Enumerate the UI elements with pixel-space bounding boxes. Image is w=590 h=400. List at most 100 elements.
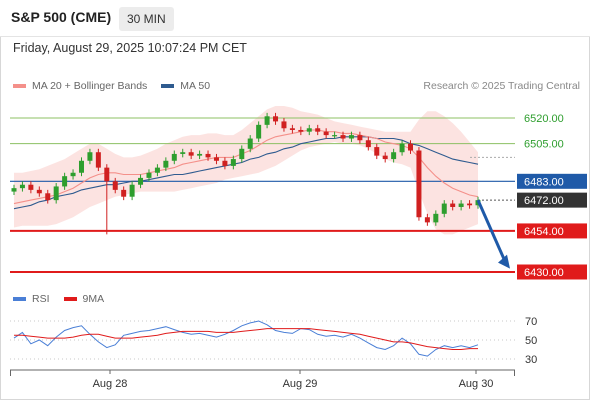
candle-body: [298, 129, 304, 132]
candle-body: [247, 138, 253, 149]
candle-body: [180, 152, 186, 154]
candle-body: [450, 203, 456, 207]
forecast-arrow-head-icon: [498, 254, 510, 269]
candle-body: [163, 160, 169, 168]
support-tag-bg: [517, 223, 587, 239]
candle-body: [239, 148, 245, 160]
candle-body: [458, 203, 464, 207]
support-tag-bg: [517, 264, 587, 280]
rsi-line: [13, 320, 479, 357]
candle-body: [399, 143, 405, 153]
candle-body: [340, 135, 346, 139]
candle-body: [424, 217, 430, 223]
forecast-arrow-shaft: [476, 199, 508, 265]
candle-body: [467, 203, 473, 206]
candle-body: [433, 213, 439, 223]
candle-body: [11, 188, 17, 192]
candle-body: [391, 152, 397, 160]
rsi-panel: 70 50 30: [10, 316, 537, 366]
9ma-swatch-icon: [63, 297, 77, 301]
candle-body: [95, 152, 101, 168]
ma50-line: [13, 136, 479, 210]
legend-item-ma50: MA 50: [161, 80, 210, 92]
resistance-label: 6505.00: [524, 139, 564, 151]
research-credit: Research © 2025 Trading Central: [423, 80, 580, 92]
rsi-tick-30: 30: [525, 354, 537, 366]
candle-body: [264, 116, 270, 125]
resistance-label: 6520.00: [524, 113, 564, 125]
ma50-swatch-icon: [161, 84, 175, 88]
candle-body: [365, 140, 371, 148]
candle-body: [78, 160, 84, 173]
main-legend: MA 20 + Bollinger Bands MA 50: [13, 80, 224, 92]
candle-body: [273, 116, 279, 122]
header-bar: S&P 500 (CME) 30 MIN: [0, 0, 590, 37]
last-price-tag-bg: [517, 192, 587, 208]
x-tick-label: Aug 28: [93, 378, 128, 390]
forecast-arrow: [476, 199, 510, 269]
candle-body: [112, 181, 118, 190]
candle-body: [374, 147, 380, 156]
legend-label-9ma: 9MA: [82, 293, 105, 305]
legend-label-rsi: RSI: [32, 293, 50, 305]
candle-body: [129, 184, 135, 197]
candle-body: [441, 203, 447, 214]
legend-label-ma20: MA 20 + Bollinger Bands: [32, 80, 148, 92]
candle-body: [382, 155, 388, 160]
candle-body: [70, 172, 76, 177]
instrument-title: S&P 500 (CME): [11, 9, 112, 25]
pivot-tag-bg: [517, 173, 587, 189]
candle-body: [256, 124, 262, 139]
candle-body: [348, 135, 354, 139]
pivot-tag: 6483.00: [524, 176, 564, 188]
candle-body: [289, 128, 295, 130]
candle-body: [121, 189, 127, 197]
candle-body: [36, 189, 42, 194]
candle-body: [19, 184, 25, 189]
candle-body: [197, 153, 203, 156]
candle-body: [28, 184, 34, 190]
rsi-swatch-icon: [13, 297, 26, 301]
candle-body: [53, 186, 59, 201]
candle-body: [416, 150, 422, 218]
candle-body: [154, 167, 160, 173]
candle-body: [45, 193, 51, 201]
x-axis: Aug 28 Aug 29 Aug 30: [10, 369, 515, 390]
ma20-swatch-icon: [13, 84, 26, 88]
candle-body: [323, 131, 329, 136]
legend-label-ma50: MA 50: [180, 80, 211, 92]
candle-body: [205, 153, 211, 158]
candles: [11, 112, 481, 235]
support-tag: 6454.00: [524, 226, 564, 238]
legend-item-9ma: 9MA: [63, 293, 105, 305]
candle-body: [408, 143, 414, 151]
rsi-ma9-line: [14, 328, 478, 350]
candle-body: [171, 153, 177, 161]
candle-body: [213, 157, 219, 161]
candle-body: [87, 152, 93, 161]
candle-body: [230, 159, 236, 166]
candle-body: [138, 177, 144, 185]
candle-body: [332, 135, 338, 137]
timeframe-selector[interactable]: 30 MIN: [119, 7, 174, 31]
last-price-tag: 6472.00: [524, 195, 564, 207]
legend-item-rsi: RSI: [13, 293, 50, 305]
candle-body: [306, 128, 312, 132]
x-tick-label: Aug 29: [283, 378, 318, 390]
candle-body: [62, 176, 68, 187]
legend-item-ma20: MA 20 + Bollinger Bands: [13, 80, 147, 92]
rsi-tick-70: 70: [525, 316, 537, 328]
rsi-legend: RSI 9MA: [13, 293, 118, 305]
x-tick-label: Aug 30: [459, 378, 494, 390]
timestamp: Friday, August 29, 2025 10:07:24 PM CET: [13, 41, 247, 55]
price-tags: 6520.00 6505.00 6483.00 6472.00 6454.00 6430.…: [517, 113, 587, 280]
candle-body: [222, 160, 228, 166]
candle-body: [357, 135, 363, 141]
candle-body: [188, 152, 194, 156]
candle-body: [315, 128, 321, 132]
candle-body: [104, 167, 110, 182]
support-tag: 6430.00: [524, 267, 564, 279]
candle-body: [146, 172, 152, 178]
candle-body: [281, 121, 287, 129]
